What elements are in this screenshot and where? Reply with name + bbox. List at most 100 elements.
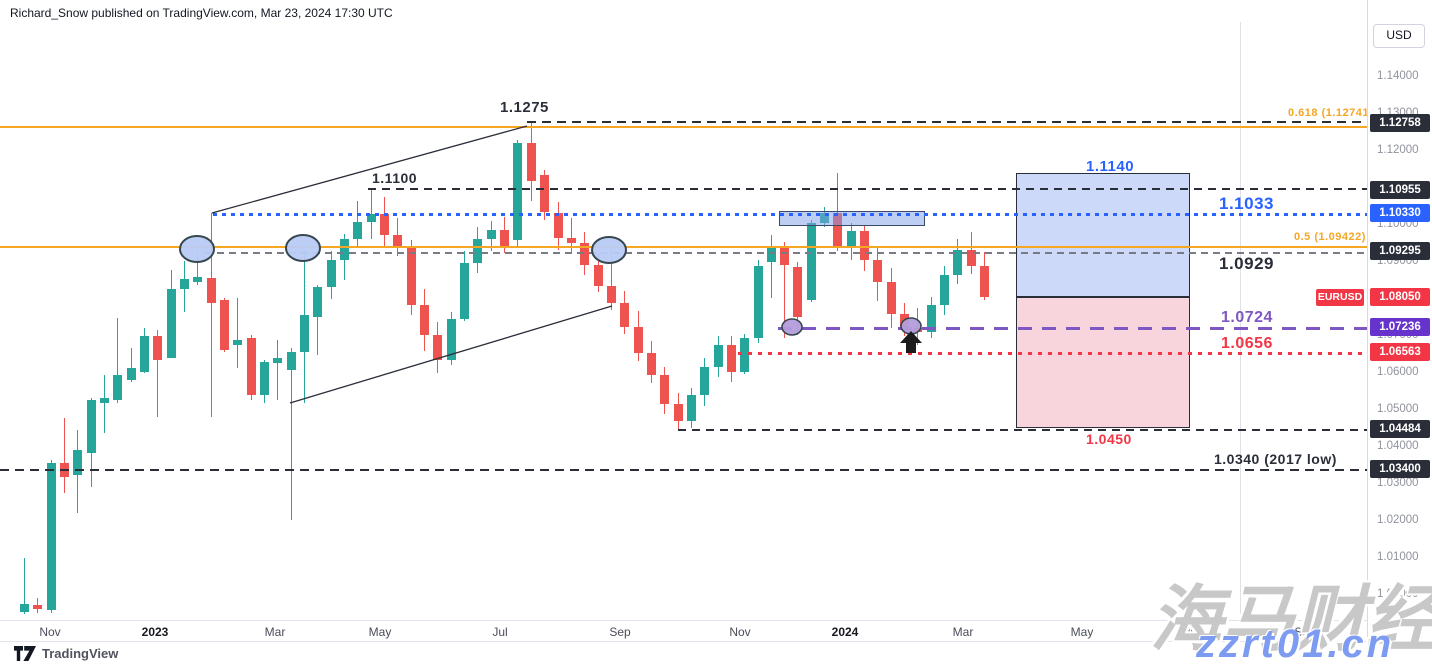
price-tick-label: 1.04000: [1377, 440, 1419, 452]
price-axis[interactable]: USD 1.140001.130001.120001.100001.090001…: [1367, 0, 1432, 641]
candle-down: [872, 260, 882, 283]
level-10724-line[interactable]: [778, 327, 1367, 330]
price-tick-label: 1.06000: [1377, 366, 1419, 378]
candle-down: [419, 304, 429, 335]
price-level-badge: 1.08050: [1370, 288, 1430, 307]
tradingview-logo-icon: [14, 646, 36, 661]
currency-toggle-button[interactable]: USD: [1373, 24, 1425, 48]
level-label: 1.1140: [1086, 158, 1135, 175]
candle-down: [246, 337, 256, 395]
candle-wick-up: [196, 252, 198, 285]
price-level-badge: 1.06563: [1370, 343, 1430, 362]
candle-wick-up: [130, 347, 132, 382]
candle-up: [272, 357, 282, 363]
candle-up: [232, 340, 242, 345]
price-level-badge: 1.10955: [1370, 180, 1430, 199]
candle-up: [512, 142, 522, 241]
candle-up: [299, 314, 309, 352]
candle-down: [619, 302, 629, 328]
candle-up: [713, 344, 723, 368]
tradingview-logo-text: TradingView: [42, 646, 119, 661]
price-level-badge: 1.03400: [1370, 460, 1430, 479]
level-label: 1.0929: [1219, 254, 1274, 273]
price-tick-label: 1.05000: [1377, 403, 1419, 415]
candle-up: [472, 239, 482, 264]
price-tick-label: 1.01000: [1377, 551, 1419, 563]
chart-canvas[interactable]: 1.1275 1.1100 0.618 (1.12741) 0.5 (1.09422)…: [0, 0, 1367, 620]
downside-projection-box[interactable]: [1016, 297, 1190, 429]
candle-up: [486, 230, 496, 240]
candle-wick-up: [23, 558, 25, 614]
candle-up: [126, 367, 136, 381]
watermark-cjk: 海马财经: [1150, 580, 1432, 660]
candle-down: [859, 230, 869, 261]
candle-down: [792, 267, 802, 318]
candle-wick-down: [63, 418, 65, 493]
level-10929-line[interactable]: [205, 252, 1367, 254]
grid-vertical-line: [1240, 22, 1241, 620]
time-axis-label: Nov: [729, 625, 751, 639]
time-axis-label: Nov: [39, 625, 61, 639]
candle-up: [686, 395, 696, 422]
price-tick-label: 1.02000: [1377, 514, 1419, 526]
price-level-badge: 1.04484: [1370, 420, 1430, 439]
level-11275-line[interactable]: [527, 121, 1367, 123]
candle-up: [259, 361, 269, 395]
time-axis[interactable]: Nov 2023 Mar May Jul Sep Nov 2024 Mar May Jul Sep: [0, 620, 1367, 642]
candle-down: [432, 334, 442, 361]
tradingview-logo[interactable]: TradingView: [14, 646, 118, 661]
candle-up: [366, 213, 376, 223]
time-axis-label: May: [1070, 625, 1094, 639]
time-axis-label: Jul: [1184, 625, 1200, 639]
level-10656-line[interactable]: [738, 352, 1367, 355]
fib-0618-line[interactable]: [0, 126, 1367, 128]
candle-down: [206, 277, 216, 304]
candle-wick-up: [116, 317, 118, 403]
candle-down: [886, 282, 896, 314]
candle-up: [846, 230, 856, 248]
level-11100-line[interactable]: [368, 188, 1367, 190]
candle-up: [753, 265, 763, 338]
candle-down: [979, 265, 989, 298]
candle-up: [766, 247, 776, 262]
candle-down: [726, 344, 736, 373]
footer-bar: TradingView: [0, 641, 1432, 666]
candle-down: [673, 404, 683, 422]
price-level-badge: 1.12758: [1370, 113, 1430, 132]
candle-down: [526, 142, 536, 181]
candle-wick-up: [276, 340, 278, 400]
watermark-url: zzrt01.cn: [1196, 622, 1395, 666]
candle-up: [939, 274, 949, 305]
level-label: 1.0724: [1221, 309, 1273, 326]
candle-wick-down: [570, 217, 572, 254]
candle-up: [326, 260, 336, 288]
level-10448-line[interactable]: [678, 429, 1367, 431]
candle-down: [966, 250, 976, 266]
level-label: 1.0656: [1221, 335, 1273, 352]
candle-down: [779, 246, 789, 265]
price-level-badge: 1.09295: [1370, 242, 1430, 261]
level-label: 0.618 (1.12741): [1288, 107, 1367, 119]
trend-channel-line[interactable]: [211, 125, 528, 214]
candle-up: [192, 277, 202, 282]
candle-down: [566, 237, 576, 244]
candle-wick-up: [770, 234, 772, 298]
price-level-badge: 1.07236: [1370, 318, 1430, 337]
candle-up: [806, 223, 816, 301]
candle-up: [112, 374, 122, 400]
candle-up: [286, 351, 296, 371]
level-11033-line[interactable]: [213, 213, 1367, 216]
candle-up: [179, 279, 189, 289]
candle-up: [46, 462, 56, 611]
level-10340-line[interactable]: [0, 469, 1367, 471]
candle-wick-up: [236, 297, 238, 368]
level-label: 1.0340 (2017 low): [1214, 451, 1337, 467]
candle-down: [593, 264, 603, 287]
candle-wick-down: [156, 330, 158, 418]
candle-up: [952, 250, 962, 275]
upside-projection-box[interactable]: [1016, 173, 1190, 298]
fib-05-line[interactable]: [0, 246, 1367, 248]
candle-up: [446, 318, 456, 361]
candle-down: [539, 175, 549, 213]
time-axis-label: May: [368, 625, 392, 639]
